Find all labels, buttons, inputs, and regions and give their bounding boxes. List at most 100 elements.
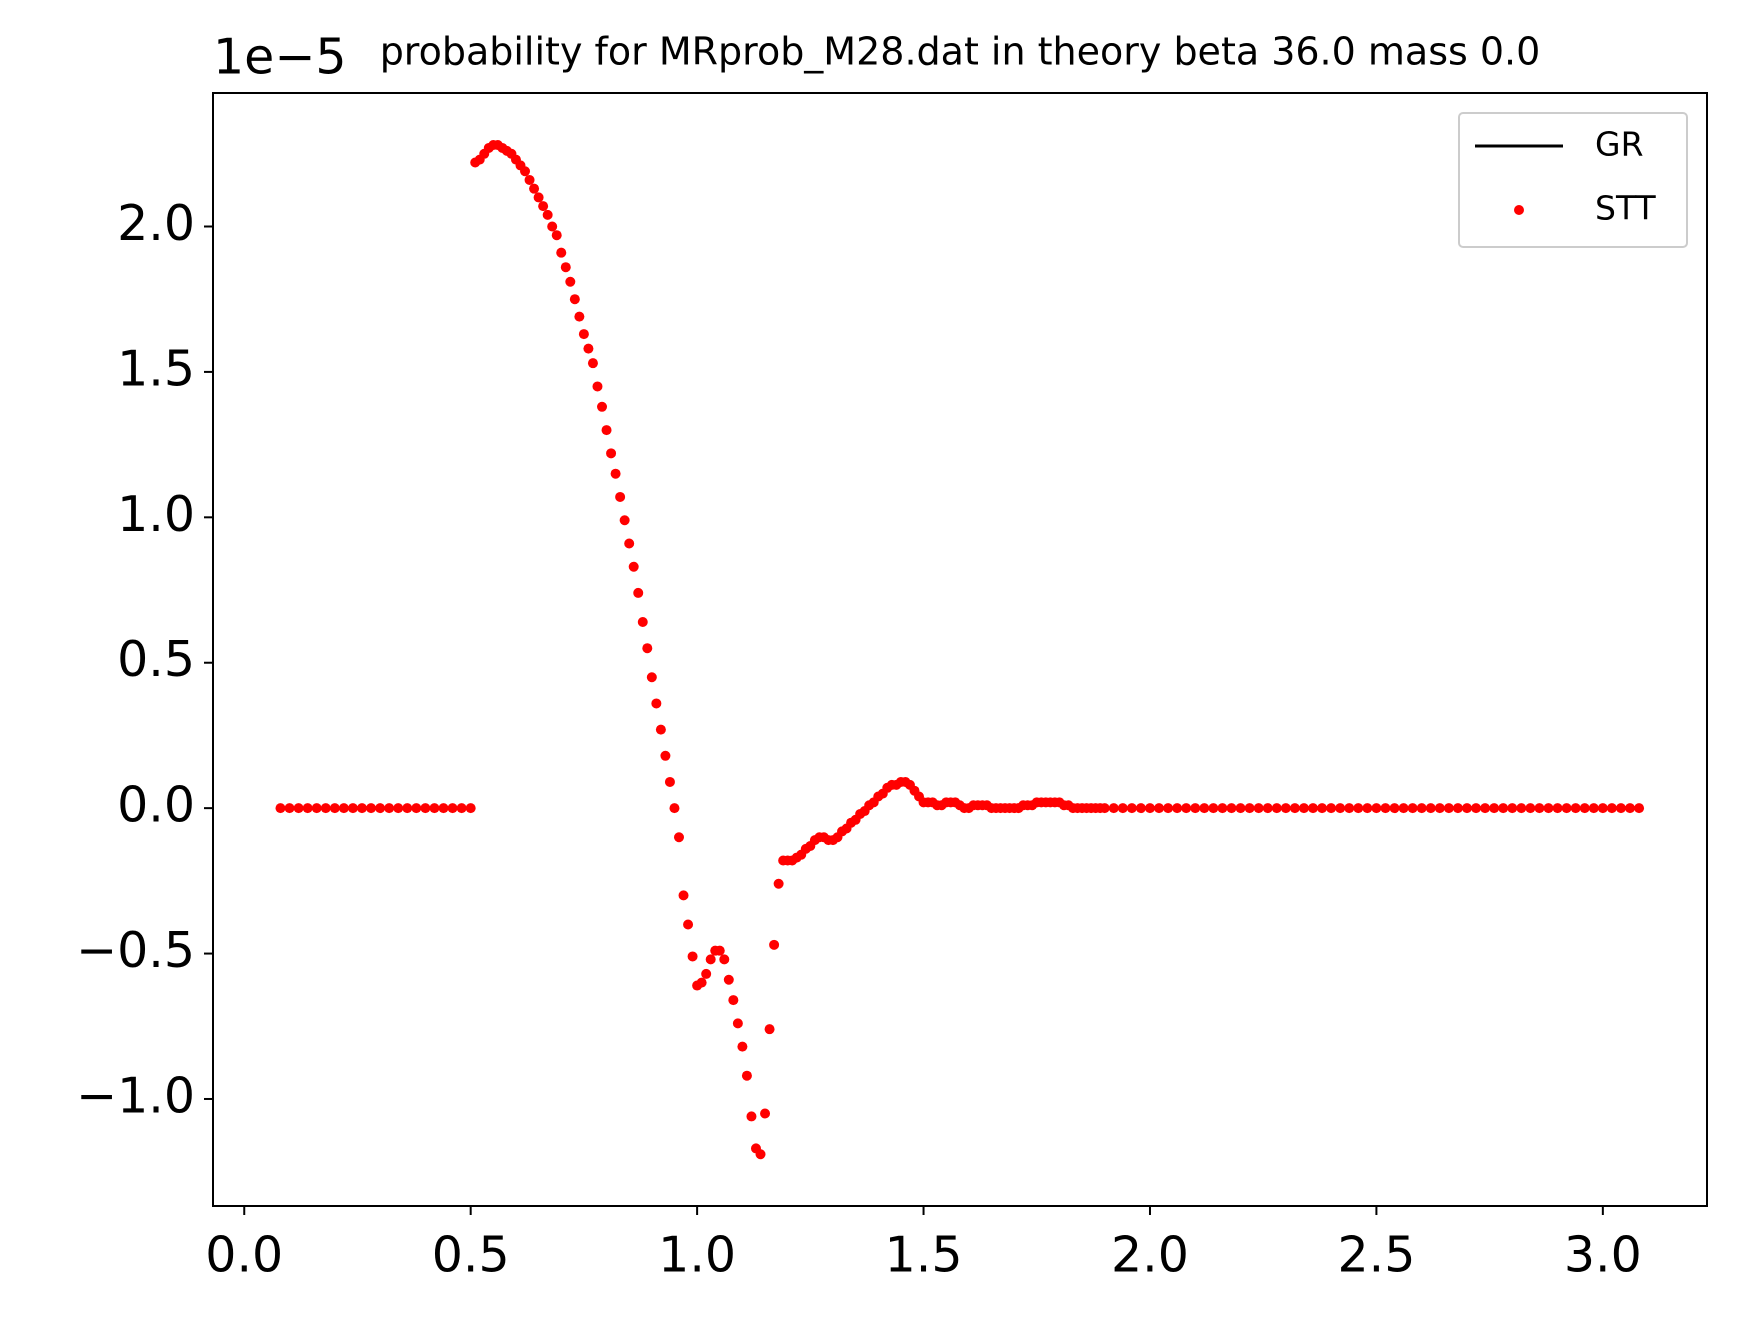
data-point (696, 977, 707, 988)
data-point (520, 166, 531, 177)
data-point (393, 803, 404, 814)
data-point (1507, 803, 1518, 814)
data-point (569, 294, 580, 305)
data-point (329, 803, 340, 814)
data-point (1126, 803, 1137, 814)
data-point (1489, 803, 1500, 814)
data-point (628, 561, 639, 572)
data-point (1262, 803, 1273, 814)
data-point (402, 803, 413, 814)
data-point (615, 491, 626, 502)
y-tick-label: −0.5 (76, 922, 195, 979)
y-tick-label: 2.0 (117, 195, 195, 252)
data-point (542, 209, 553, 220)
data-point (1389, 803, 1400, 814)
legend-label: STT (1595, 189, 1657, 228)
data-point (1398, 803, 1409, 814)
data-point (1588, 803, 1599, 814)
data-point (728, 995, 739, 1006)
chart-title: probability for MRprob_M28.dat in theory… (380, 30, 1541, 74)
data-point (701, 968, 712, 979)
data-point (1425, 803, 1436, 814)
data-point (578, 329, 589, 340)
y-tick-label: 1.0 (117, 486, 195, 543)
data-point (347, 803, 358, 814)
data-point (420, 803, 431, 814)
data-point (1416, 803, 1427, 814)
data-point (1353, 803, 1364, 814)
data-point (302, 803, 313, 814)
data-point (1190, 803, 1201, 814)
x-tick-label: 0.5 (432, 1227, 510, 1284)
data-point (293, 803, 304, 814)
data-point (529, 183, 540, 194)
data-point (1235, 803, 1246, 814)
data-point (755, 1149, 766, 1160)
data-point (366, 803, 377, 814)
data-point (1516, 803, 1527, 814)
data-point (1135, 803, 1146, 814)
data-point (714, 945, 725, 956)
data-point (597, 401, 608, 412)
data-point (1434, 803, 1445, 814)
data-point (1452, 803, 1463, 814)
y-tick-label: 1.5 (117, 340, 195, 397)
data-point (1154, 803, 1165, 814)
data-point (1099, 803, 1110, 814)
data-point (311, 803, 322, 814)
data-point (769, 939, 780, 950)
data-point (1163, 803, 1174, 814)
data-point (646, 672, 657, 683)
data-point (338, 803, 349, 814)
data-point (1579, 803, 1590, 814)
data-point (1534, 803, 1545, 814)
data-point (723, 974, 734, 985)
data-point (1344, 803, 1355, 814)
data-point (1471, 803, 1482, 814)
legend-label: GR (1595, 125, 1644, 164)
data-point (687, 951, 698, 962)
data-point (624, 538, 635, 549)
data-point (1308, 803, 1319, 814)
data-point (1552, 803, 1563, 814)
data-point (1606, 803, 1617, 814)
data-point (284, 803, 295, 814)
data-point (651, 698, 662, 709)
y-tick-label: 0.0 (117, 777, 195, 834)
data-point (1144, 803, 1155, 814)
data-point (1199, 803, 1210, 814)
data-point (655, 724, 666, 735)
data-point (1226, 803, 1237, 814)
data-point (356, 803, 367, 814)
data-point (1117, 803, 1128, 814)
data-point (1380, 803, 1391, 814)
offset-text: 1e−5 (213, 29, 347, 86)
data-point (664, 776, 675, 787)
data-point (551, 230, 562, 241)
data-point (275, 803, 286, 814)
data-point (678, 890, 689, 901)
data-point (1615, 803, 1626, 814)
data-point (610, 468, 621, 479)
data-point (1362, 803, 1373, 814)
data-point (705, 954, 716, 965)
data-point (746, 1111, 757, 1122)
data-point (633, 587, 644, 598)
data-point (601, 425, 612, 436)
data-point (741, 1070, 752, 1081)
data-point (565, 276, 576, 287)
data-point (606, 448, 617, 459)
data-point (1461, 803, 1472, 814)
y-tick-label: 0.5 (117, 631, 195, 688)
data-point (760, 1108, 771, 1119)
data-point (592, 381, 603, 392)
data-point (1407, 803, 1418, 814)
data-point (669, 803, 680, 814)
data-point (719, 954, 730, 965)
data-point (1597, 803, 1608, 814)
data-point (547, 221, 558, 232)
data-point (1172, 803, 1183, 814)
data-point (375, 803, 386, 814)
x-tick-label: 3.0 (1564, 1227, 1642, 1284)
data-point (1371, 803, 1382, 814)
